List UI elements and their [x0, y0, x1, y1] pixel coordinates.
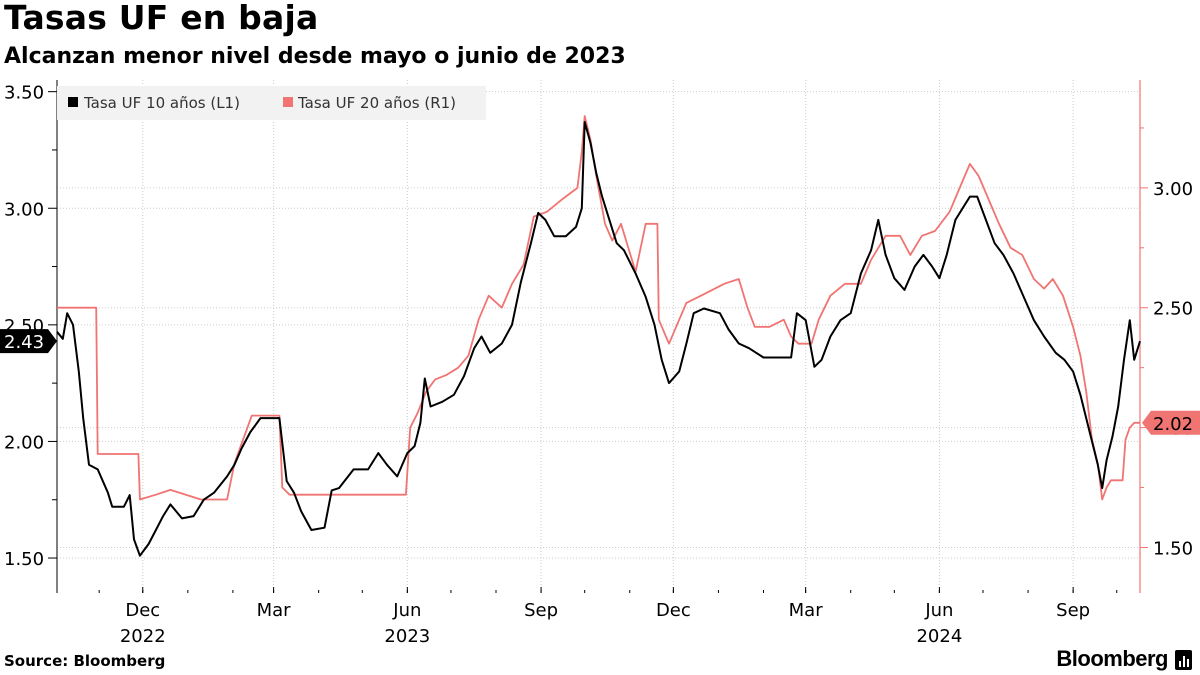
series-line-1 [57, 115, 1140, 501]
left-tick-label-1: 2.00 [4, 432, 44, 453]
x-tick-label-2: Jun [392, 600, 421, 621]
x-tick-label-7: Sep [1056, 600, 1090, 621]
x-year-label-2: 2023 [384, 626, 430, 647]
source-note: Source: Bloomberg [4, 652, 166, 670]
legend-label-tasa-10: Tasa UF 10 años (L1) [83, 94, 240, 112]
left-tick-label-3: 3.00 [4, 199, 44, 220]
last-value-badge-left [0, 329, 57, 354]
legend-background [57, 86, 486, 120]
series-layer [56, 115, 1141, 557]
chart-title: Tasas UF en baja [4, 0, 319, 37]
x-tick-label-6: Jun [924, 600, 953, 621]
last-value-label-left: 2.43 [4, 332, 44, 353]
axis-layer: 1.502.002.503.003.501.502.002.503.00Dec2… [4, 80, 1193, 647]
left-tick-label-4: 3.50 [4, 83, 44, 104]
x-tick-label-1: Mar [257, 600, 292, 621]
last-value-label-right: 2.02 [1153, 414, 1193, 435]
bloomberg-chart-icon [1175, 650, 1192, 670]
x-tick-label-0: Dec [125, 600, 160, 621]
right-tick-label-2: 2.50 [1153, 299, 1193, 320]
legend-swatch-tasa-20 [283, 97, 293, 107]
last-value-badge-right [1142, 410, 1200, 435]
right-tick-label-3: 3.00 [1153, 179, 1193, 200]
series-line-0 [56, 121, 1141, 557]
x-tick-label-4: Dec [656, 600, 691, 621]
x-year-label-6: 2024 [916, 626, 962, 647]
badge-layer: 2.43 2.02 [0, 329, 1200, 435]
legend: Tasa UF 10 años (L1) Tasa UF 20 años (R1… [57, 86, 486, 120]
right-tick-label-0: 1.50 [1153, 538, 1193, 559]
brand-logo-text: Bloomberg [1056, 646, 1168, 671]
legend-swatch-tasa-10 [68, 97, 78, 107]
x-tick-label-3: Sep [524, 600, 558, 621]
left-tick-label-0: 1.50 [4, 549, 44, 570]
x-year-label-0: 2022 [120, 626, 166, 647]
grid-layer [57, 80, 1140, 593]
x-tick-label-5: Mar [789, 600, 824, 621]
legend-label-tasa-20: Tasa UF 20 años (R1) [297, 94, 456, 112]
chart-subtitle: Alcanzan menor nivel desde mayo o junio … [4, 44, 626, 69]
